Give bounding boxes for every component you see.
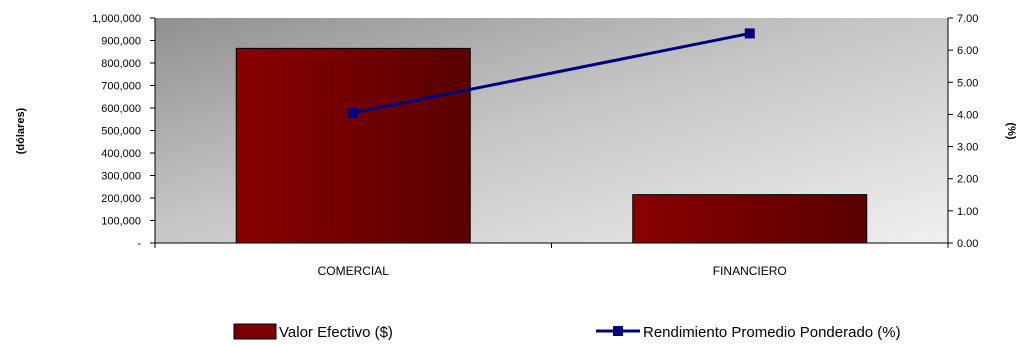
line-series-group <box>348 28 755 118</box>
y-axis-title: (dólares) <box>15 107 27 154</box>
right-axis: 0.00 1.00 2.00 3.00 4.00 5.00 6.00 7.00 <box>947 13 978 250</box>
legend-line-marker <box>613 326 623 336</box>
left-tick-label: 100,000 <box>101 216 141 228</box>
legend: Valor Efectivo ($) Rendimiento Promedio … <box>233 323 901 341</box>
left-tick-label: 600,000 <box>101 103 141 115</box>
bar-comercial <box>235 47 471 244</box>
legend-bar-swatch <box>233 323 277 340</box>
left-tick-label: - <box>137 238 141 250</box>
left-tick-label: 800,000 <box>101 58 141 70</box>
bars-group <box>235 47 868 244</box>
right-tick-label: 5.00 <box>957 77 978 89</box>
right-tick-label: 4.00 <box>957 109 978 121</box>
left-tick-label: 700,000 <box>101 81 141 93</box>
left-tick-label: 500,000 <box>101 126 141 138</box>
legend-line-label: Rendimiento Promedio Ponderado (%) <box>643 324 901 341</box>
left-tick-label: 900,000 <box>101 36 141 48</box>
left-tick-label: 1,000,000 <box>92 13 141 25</box>
line-point-financiero <box>744 28 755 39</box>
x-category-label: COMERCIAL <box>318 264 390 278</box>
x-category-label: FINANCIERO <box>713 264 787 278</box>
right-tick-label: 0.00 <box>957 238 978 250</box>
left-tick-label: 200,000 <box>101 193 141 205</box>
left-tick-label: 300,000 <box>101 171 141 183</box>
line-point-comercial <box>348 107 359 118</box>
bar-financiero <box>632 194 868 244</box>
right-tick-label: 2.00 <box>957 174 978 186</box>
x-axis: COMERCIAL FINANCIERO <box>154 242 949 278</box>
right-tick-label: 1.00 <box>957 206 978 218</box>
y2-axis-title: (%) <box>1005 122 1017 139</box>
right-tick-label: 6.00 <box>957 45 978 57</box>
line-series-rendimiento <box>352 31 751 115</box>
left-tick-label: 400,000 <box>101 148 141 160</box>
legend-bar-label: Valor Efectivo ($) <box>279 324 393 341</box>
left-axis: - 100,000 200,000 300,000 400,000 500,000 600,… <box>92 13 156 250</box>
right-tick-label: 3.00 <box>957 142 978 154</box>
right-tick-label: 7.00 <box>957 13 978 25</box>
